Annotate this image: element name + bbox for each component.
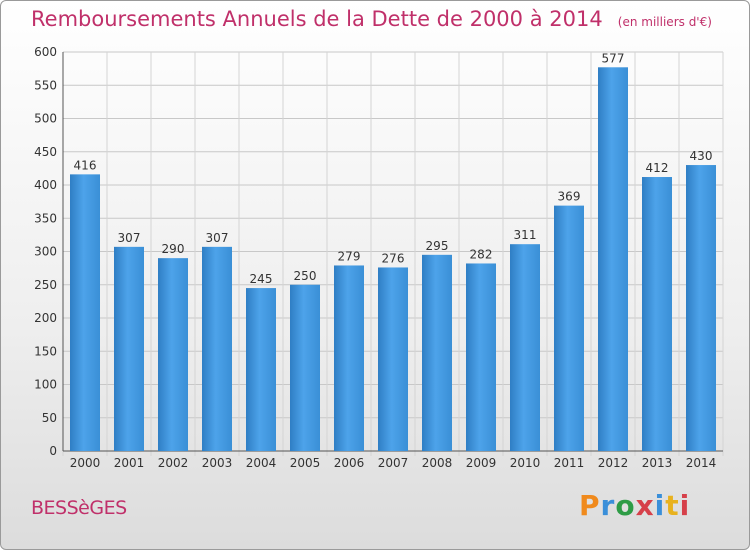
value-label-2008: 295 bbox=[426, 239, 449, 253]
value-label-2013: 412 bbox=[646, 161, 669, 175]
value-label-2005: 250 bbox=[294, 269, 317, 283]
x-tick-label-2014: 2014 bbox=[686, 456, 717, 470]
bars bbox=[70, 67, 716, 452]
y-tick-label: 350 bbox=[34, 211, 57, 225]
proxiti-logo: Proxiti bbox=[579, 489, 690, 522]
value-label-2014: 430 bbox=[690, 149, 713, 163]
logo-letter: o bbox=[615, 489, 636, 522]
bar-2014 bbox=[686, 165, 716, 452]
chart-title: Remboursements Annuels de la Dette de 20… bbox=[31, 7, 603, 31]
y-tick-label: 450 bbox=[34, 145, 57, 159]
x-tick-label-2009: 2009 bbox=[466, 456, 497, 470]
value-label-2009: 282 bbox=[470, 247, 493, 261]
value-label-2010: 311 bbox=[514, 228, 537, 242]
value-label-2000: 416 bbox=[74, 158, 97, 172]
logo-letter: i bbox=[679, 489, 691, 522]
bar-2006 bbox=[334, 265, 364, 451]
y-tick-label: 100 bbox=[34, 378, 57, 392]
bar-2011 bbox=[554, 205, 584, 451]
x-tick-label-2012: 2012 bbox=[598, 456, 629, 470]
bar-2001 bbox=[114, 246, 144, 451]
bar-2008 bbox=[422, 254, 452, 451]
y-tick-label: 550 bbox=[34, 78, 57, 92]
value-label-2004: 245 bbox=[250, 272, 273, 286]
y-tick-label: 0 bbox=[49, 444, 57, 458]
bar-2009 bbox=[466, 263, 496, 451]
value-label-2011: 369 bbox=[558, 190, 581, 204]
logo-letter: i bbox=[654, 489, 666, 522]
logo-letter: t bbox=[665, 489, 680, 522]
bar-2003 bbox=[202, 246, 232, 451]
bar-2005 bbox=[290, 284, 320, 451]
chart-subtitle: (en milliers d'€) bbox=[617, 15, 712, 29]
value-label-2003: 307 bbox=[206, 231, 229, 245]
bar-2007 bbox=[378, 267, 408, 451]
x-tick-label-2006: 2006 bbox=[334, 456, 365, 470]
y-tick-label: 50 bbox=[42, 411, 57, 425]
x-tick-label-2010: 2010 bbox=[510, 456, 541, 470]
x-tick-label-2003: 2003 bbox=[202, 456, 233, 470]
value-label-2007: 276 bbox=[382, 251, 405, 265]
x-tick-label-2007: 2007 bbox=[378, 456, 409, 470]
value-label-2012: 577 bbox=[602, 51, 625, 65]
logo-letter: r bbox=[600, 489, 616, 522]
y-tick-label: 300 bbox=[34, 245, 57, 259]
data-labels: 416 307 290 307 245 250 279 276 295 282 311 369 577 4… bbox=[74, 51, 713, 286]
y-tick-label: 200 bbox=[34, 311, 57, 325]
axes: 0 50 100 150 200 250 300 350 400 450 500 550 600 2000… bbox=[34, 45, 723, 470]
x-tick-label-2000: 2000 bbox=[70, 456, 101, 470]
logo-letter: P bbox=[579, 489, 601, 522]
chart-header: Remboursements Annuels de la Dette de 20… bbox=[31, 7, 712, 31]
x-tick-label-2004: 2004 bbox=[246, 456, 277, 470]
bar-2004 bbox=[246, 288, 276, 451]
value-label-2006: 279 bbox=[338, 249, 361, 263]
value-label-2001: 307 bbox=[118, 231, 141, 245]
value-label-2002: 290 bbox=[162, 242, 185, 256]
y-tick-label: 600 bbox=[34, 45, 57, 59]
bar-2002 bbox=[158, 258, 188, 451]
x-tick-label-2013: 2013 bbox=[642, 456, 673, 470]
bar-2000 bbox=[70, 174, 100, 452]
y-tick-label: 400 bbox=[34, 178, 57, 192]
x-tick-label-2005: 2005 bbox=[290, 456, 321, 470]
x-tick-label-2008: 2008 bbox=[422, 456, 453, 470]
y-tick-label: 500 bbox=[34, 112, 57, 126]
bar-2013 bbox=[642, 177, 672, 451]
bar-2012 bbox=[598, 67, 628, 452]
bar-2010 bbox=[510, 244, 540, 451]
logo-letter: x bbox=[635, 489, 655, 522]
x-tick-label-2001: 2001 bbox=[114, 456, 145, 470]
commune-name: BESSèGES bbox=[31, 497, 127, 519]
y-tick-label: 250 bbox=[34, 278, 57, 292]
x-tick-label-2002: 2002 bbox=[158, 456, 189, 470]
x-tick-label-2011: 2011 bbox=[554, 456, 585, 470]
y-tick-label: 150 bbox=[34, 344, 57, 358]
